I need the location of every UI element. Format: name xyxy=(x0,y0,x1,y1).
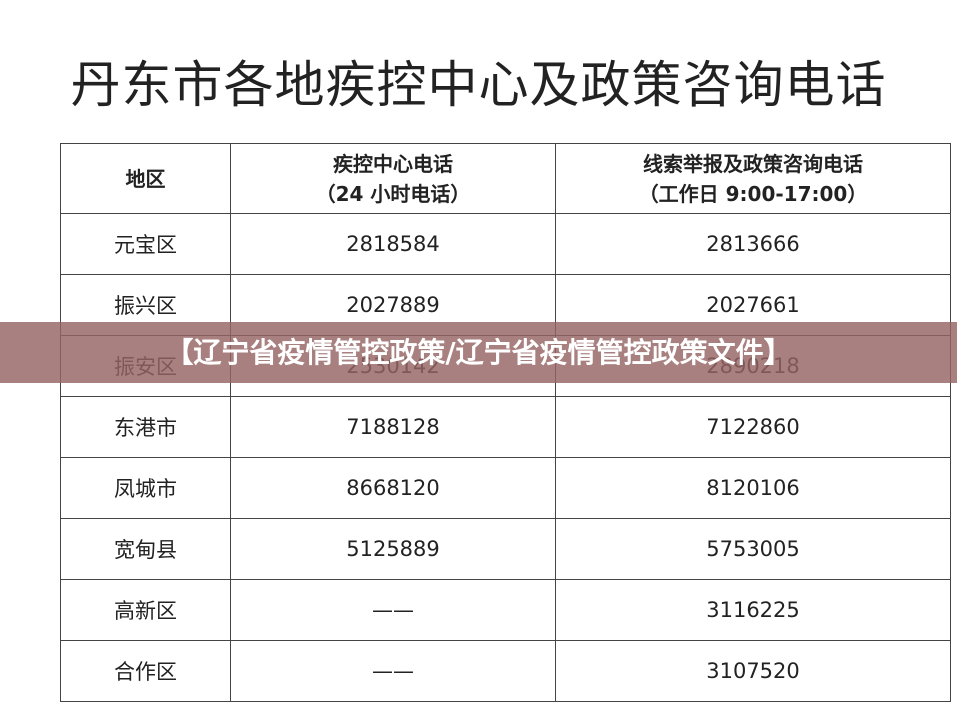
table-cell: 高新区 xyxy=(60,579,231,641)
header-line: 地区 xyxy=(125,166,166,191)
table-cell: 东港市 xyxy=(60,396,231,458)
phone-table: 地区 疾控中心电话 （24 小时电话） 线索举报及政策咨询电话 （工作日 9:00-17… xyxy=(60,143,951,702)
table-row: 振兴区 2027889 2027661 xyxy=(60,274,951,336)
table-cell: 8120106 xyxy=(555,457,951,519)
column-header: 疾控中心电话 （24 小时电话） xyxy=(230,143,556,214)
header-line: （工作日 9:00-17:00） xyxy=(638,181,868,206)
header-line: 线索举报及政策咨询电话 xyxy=(643,151,863,176)
table-cell: —— xyxy=(230,640,556,702)
table-cell: 5125889 xyxy=(230,518,556,580)
column-header: 地区 xyxy=(60,143,231,214)
table-row: 高新区 —— 3116225 xyxy=(60,579,951,641)
table-row: 东港市 7188128 7122860 xyxy=(60,396,951,458)
header-line: （24 小时电话） xyxy=(315,181,471,206)
table-cell: 合作区 xyxy=(60,640,231,702)
banner: 【辽宁省疫情管控政策/辽宁省疫情管控政策文件】 xyxy=(0,322,957,383)
table-cell: 宽甸县 xyxy=(60,518,231,580)
table-row: 宽甸县 5125889 5753005 xyxy=(60,518,951,580)
title: 丹东市各地疾控中心及政策咨询电话 xyxy=(70,56,887,114)
table-cell: 3107520 xyxy=(555,640,951,702)
table-cell: 元宝区 xyxy=(60,213,231,275)
table-cell: 2813666 xyxy=(555,213,951,275)
table-cell: 5753005 xyxy=(555,518,951,580)
table-row: 元宝区 2818584 2813666 xyxy=(60,213,951,275)
table-cell: 7122860 xyxy=(555,396,951,458)
table-body: 元宝区28185842813666振兴区20278892027661振安区253… xyxy=(60,213,951,702)
table-cell: 凤城市 xyxy=(60,457,231,519)
table-row: 凤城市 8668120 8120106 xyxy=(60,457,951,519)
table-cell: —— xyxy=(230,579,556,641)
header-line: 疾控中心电话 xyxy=(333,151,453,176)
table-row: 合作区 —— 3107520 xyxy=(60,640,951,702)
table-cell: 7188128 xyxy=(230,396,556,458)
table-cell: 8668120 xyxy=(230,457,556,519)
table-cell: 2818584 xyxy=(230,213,556,275)
header-row: 地区 疾控中心电话 （24 小时电话） 线索举报及政策咨询电话 （工作日 9:00-17… xyxy=(60,143,951,214)
column-header: 线索举报及政策咨询电话 （工作日 9:00-17:00） xyxy=(555,143,951,214)
table-cell: 3116225 xyxy=(555,579,951,641)
